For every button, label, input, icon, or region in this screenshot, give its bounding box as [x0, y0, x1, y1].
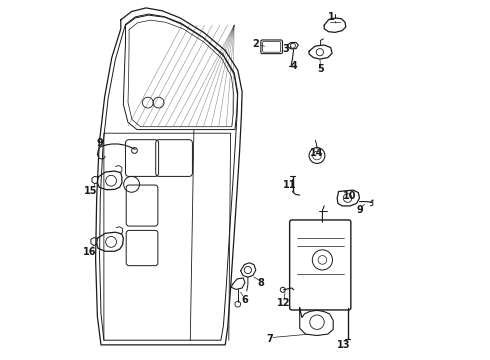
- Text: 12: 12: [277, 298, 290, 308]
- Text: 4: 4: [290, 60, 297, 71]
- Text: 6: 6: [241, 294, 247, 305]
- Text: 2: 2: [252, 39, 259, 49]
- Text: 1: 1: [328, 12, 335, 22]
- Text: 3: 3: [282, 44, 289, 54]
- Text: 16: 16: [83, 247, 96, 257]
- Text: 13: 13: [337, 340, 351, 350]
- Text: 11: 11: [283, 180, 297, 190]
- Text: 8: 8: [258, 278, 265, 288]
- Text: 14: 14: [310, 148, 324, 158]
- Text: 7: 7: [267, 334, 273, 344]
- Text: 10: 10: [343, 191, 356, 201]
- Text: 9: 9: [357, 204, 364, 215]
- Text: 15: 15: [84, 186, 98, 196]
- Text: 5: 5: [317, 64, 324, 74]
- Text: 9: 9: [97, 138, 104, 148]
